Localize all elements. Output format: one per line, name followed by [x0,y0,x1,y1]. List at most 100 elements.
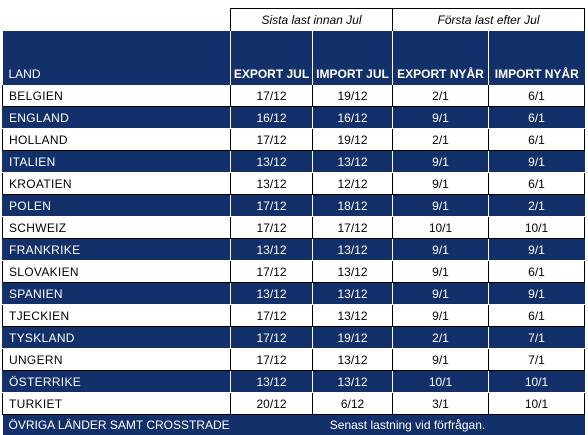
cell-export-jul: 17/12 [231,217,313,239]
group-header-last-before: Sista last innan Jul [231,9,393,32]
cell-import-jul: 13/12 [313,151,393,173]
group-header-blank [3,9,231,32]
cell-import-jul: 13/12 [313,349,393,371]
column-header-land: LAND [3,31,231,85]
cell-import-nyar: 6/1 [489,85,585,107]
cell-export-nyar: 9/1 [393,151,489,173]
column-header-export-nyar: EXPORT NYÅR [393,31,489,85]
holiday-shipping-table: Sista last innan Jul Första last efter J… [2,8,585,435]
cell-land: ITALIEN [3,151,231,173]
cell-export-nyar: 9/1 [393,239,489,261]
cell-import-jul: 19/12 [313,85,393,107]
cell-land: TJECKIEN [3,305,231,327]
cell-export-nyar: 9/1 [393,305,489,327]
cell-import-jul: 13/12 [313,371,393,393]
cell-land: TYSKLAND [3,327,231,349]
cell-export-jul: 17/12 [231,327,313,349]
cell-import-nyar: 6/1 [489,173,585,195]
cell-import-jul: 13/12 [313,305,393,327]
cell-export-jul: 17/12 [231,349,313,371]
cell-export-jul: 17/12 [231,261,313,283]
cell-import-jul: 6/12 [313,393,393,415]
cell-export-nyar: 9/1 [393,283,489,305]
cell-import-nyar: 7/1 [489,327,585,349]
column-header-import-jul: IMPORT JUL [313,31,393,85]
cell-import-nyar: 6/1 [489,129,585,151]
schedule-sheet: Sista last innan Jul Första last efter J… [0,0,588,426]
cell-export-nyar: 10/1 [393,371,489,393]
cell-land: KROATIEN [3,173,231,195]
cell-import-jul: 17/12 [313,217,393,239]
footer-row: ÖVRIGA LÄNDER SAMT CROSSTRADE Senast las… [3,415,585,435]
cell-export-nyar: 9/1 [393,173,489,195]
cell-land: ENGLAND [3,107,231,129]
cell-export-jul: 13/12 [231,151,313,173]
cell-export-nyar: 2/1 [393,129,489,151]
column-header-row: LAND EXPORT JUL IMPORT JUL EXPORT NYÅR I… [3,31,585,85]
cell-export-jul: 13/12 [231,283,313,305]
cell-land: SLOVAKIEN [3,261,231,283]
footer-land: ÖVRIGA LÄNDER SAMT CROSSTRADE [3,415,231,435]
cell-export-nyar: 9/1 [393,261,489,283]
cell-land: BELGIEN [3,85,231,107]
group-header-row: Sista last innan Jul Första last efter J… [3,9,585,32]
cell-import-nyar: 6/1 [489,261,585,283]
cell-import-nyar: 9/1 [489,239,585,261]
cell-export-nyar: 9/1 [393,195,489,217]
cell-import-jul: 19/12 [313,327,393,349]
cell-import-jul: 18/12 [313,195,393,217]
cell-export-nyar: 10/1 [393,217,489,239]
column-header-export-jul: EXPORT JUL [231,31,313,85]
cell-land: FRANKRIKE [3,239,231,261]
cell-export-jul: 17/12 [231,129,313,151]
cell-import-jul: 16/12 [313,107,393,129]
cell-land: ÖSTERRIKE [3,371,231,393]
cell-export-jul: 13/12 [231,371,313,393]
cell-land: UNGERN [3,349,231,371]
cell-export-jul: 17/12 [231,195,313,217]
cell-import-nyar: 10/1 [489,217,585,239]
column-header-import-nyar: IMPORT NYÅR [489,31,585,85]
cell-export-nyar: 3/1 [393,393,489,415]
cell-land: SPANIEN [3,283,231,305]
cell-import-nyar: 6/1 [489,305,585,327]
cell-import-nyar: 10/1 [489,393,585,415]
cell-export-nyar: 9/1 [393,349,489,371]
cell-import-nyar: 6/1 [489,107,585,129]
cell-import-jul: 13/12 [313,239,393,261]
cell-export-jul: 17/12 [231,305,313,327]
cell-import-nyar: 2/1 [489,195,585,217]
cell-land: POLEN [3,195,231,217]
cell-export-nyar: 2/1 [393,327,489,349]
cell-import-nyar: 9/1 [489,151,585,173]
cell-export-jul: 13/12 [231,173,313,195]
cell-export-jul: 13/12 [231,239,313,261]
cell-export-jul: 20/12 [231,393,313,415]
cell-import-nyar: 10/1 [489,371,585,393]
footer-note: Senast lastning vid förfrågan. [231,415,585,435]
cell-export-nyar: 2/1 [393,85,489,107]
cell-import-jul: 13/12 [313,283,393,305]
cell-land: HOLLAND [3,129,231,151]
cell-export-jul: 16/12 [231,107,313,129]
cell-export-nyar: 9/1 [393,107,489,129]
cell-import-jul: 13/12 [313,261,393,283]
cell-export-jul: 17/12 [231,85,313,107]
cell-import-jul: 19/12 [313,129,393,151]
